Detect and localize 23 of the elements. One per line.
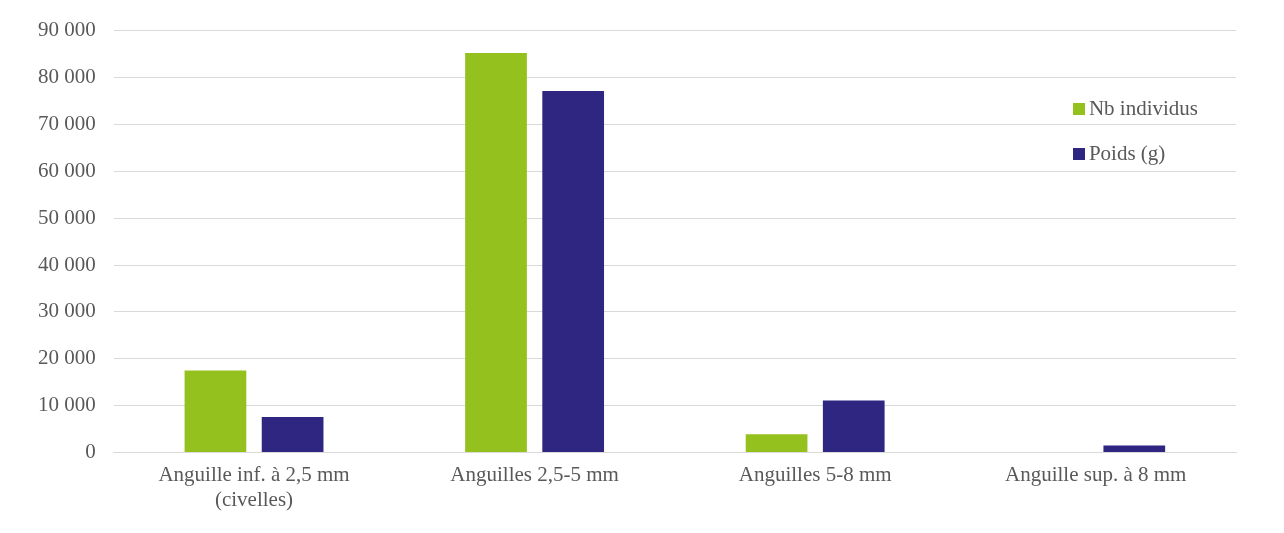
legend-label: Poids (g) <box>1088 141 1166 166</box>
y-tick-label: 40 000 <box>38 251 96 276</box>
bar <box>1103 445 1166 453</box>
bar <box>261 416 324 453</box>
y-tick-label: 10 000 <box>38 392 96 417</box>
y-tick-label: 60 000 <box>38 157 96 182</box>
y-tick-label: 90 000 <box>38 17 96 42</box>
y-tick-label: 30 000 <box>38 298 96 323</box>
bar <box>184 370 247 453</box>
y-tick-label: 50 000 <box>38 204 96 229</box>
y-tick-label: 0 <box>85 439 96 464</box>
bar <box>542 91 605 453</box>
bar <box>465 53 527 453</box>
x-tick-label: Anguilles 2,5-5 mm <box>450 461 619 486</box>
bar <box>822 400 885 453</box>
y-tick-label: 80 000 <box>38 64 96 88</box>
y-tick-label: 20 000 <box>38 345 96 370</box>
x-tick-label: Anguille sup. à 8 mm <box>1005 461 1187 486</box>
x-tick-label: Anguille inf. à 2,5 mm (civelles) <box>158 461 350 511</box>
x-tick-label: Anguilles 5-8 mm <box>738 461 892 486</box>
y-tick-label: 70 000 <box>38 110 96 135</box>
legend-label: Nb individus <box>1088 96 1198 121</box>
bar <box>745 434 808 453</box>
